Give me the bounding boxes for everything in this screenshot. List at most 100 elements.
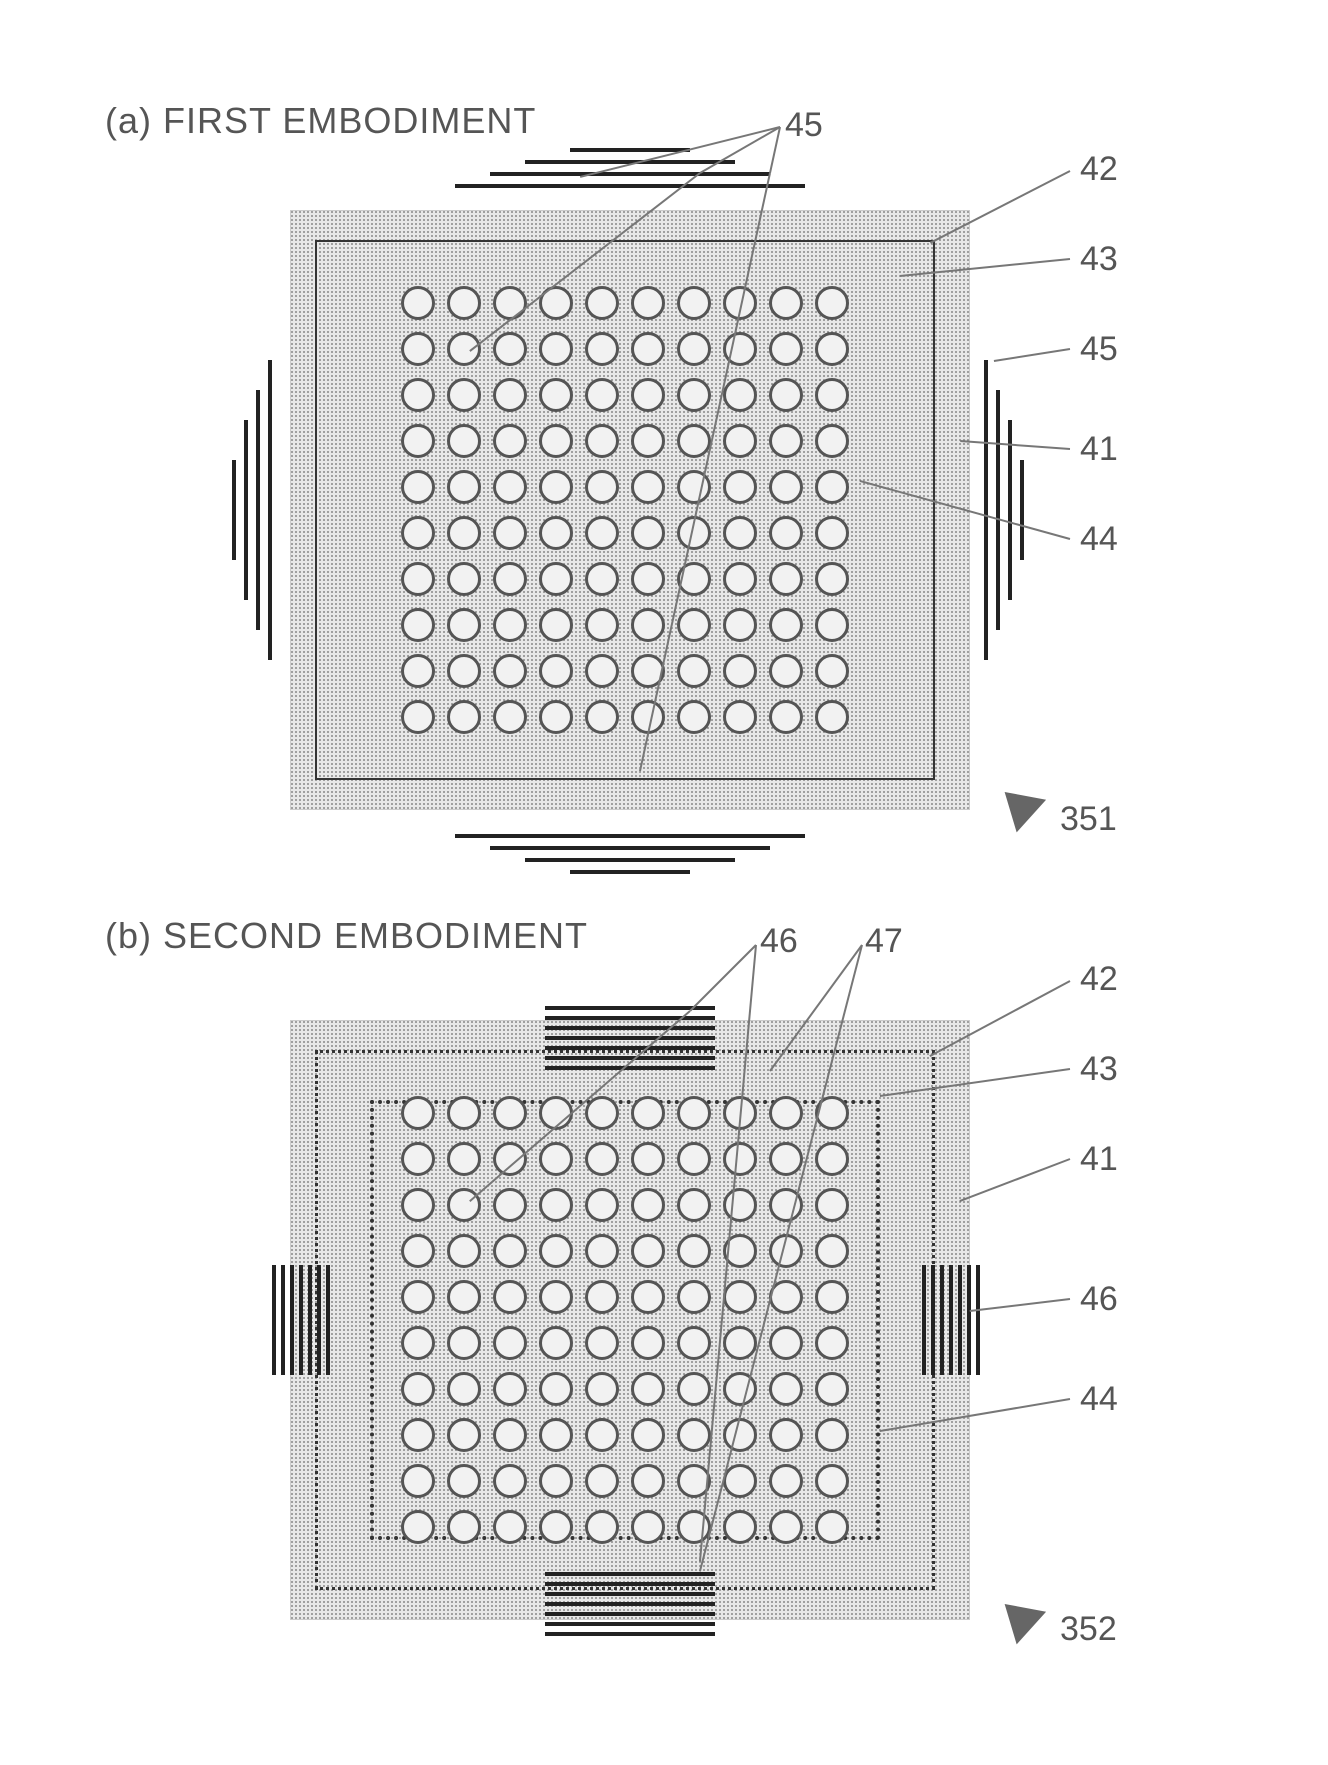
pinhole [631,378,665,412]
pinhole [401,1188,435,1222]
pinhole [493,1510,527,1544]
pinhole [815,1142,849,1176]
pinhole [815,654,849,688]
pinhole [585,1096,619,1130]
slit-left [317,1265,321,1375]
pinhole [677,1418,711,1452]
pinhole [677,1280,711,1314]
pinhole [769,1464,803,1498]
pinhole [585,1280,619,1314]
pinhole [493,1188,527,1222]
pinhole [585,1142,619,1176]
pinhole [401,1418,435,1452]
pinhole [723,700,757,734]
pinhole [815,1464,849,1498]
label-43: 43 [1080,1050,1118,1089]
label-46: 46 [1080,1280,1118,1319]
pinhole [769,332,803,366]
pinhole [401,1280,435,1314]
pinhole [769,516,803,550]
pinhole [447,562,481,596]
pinhole [585,516,619,550]
slit-top [545,1056,715,1060]
pinhole [447,424,481,458]
pinhole [401,332,435,366]
pinhole [401,424,435,458]
pinhole [585,378,619,412]
slit-right [931,1265,935,1375]
pinhole [677,1510,711,1544]
pinhole [769,424,803,458]
pinhole [493,562,527,596]
slit-top [545,1066,715,1070]
slit-bottom [490,846,770,850]
slit-bottom [545,1602,715,1606]
pinhole [769,654,803,688]
arrow-351 [990,776,1046,833]
pinhole [539,1372,573,1406]
slit-left [268,360,272,660]
pinhole [631,332,665,366]
pinhole [585,424,619,458]
pinhole [539,424,573,458]
pinhole [447,286,481,320]
pinhole [723,516,757,550]
pinhole [815,516,849,550]
slit-left [281,1265,285,1375]
pinhole [447,378,481,412]
slit-bottom [545,1632,715,1636]
pinhole [401,1510,435,1544]
slit-bottom [545,1612,715,1616]
pinhole [493,1326,527,1360]
pinhole [769,700,803,734]
pinhole [677,470,711,504]
slit-left [256,390,260,630]
pinhole [631,470,665,504]
pinhole [815,1326,849,1360]
pinhole [677,1188,711,1222]
pinhole [631,516,665,550]
pinhole [723,378,757,412]
slit-top [570,148,690,152]
pinhole [815,286,849,320]
slit-left [272,1265,276,1375]
slit-bottom [545,1572,715,1576]
pinhole [447,470,481,504]
leader-line [689,944,756,1011]
pinhole [401,1464,435,1498]
pinhole [493,1234,527,1268]
label-41: 41 [1080,430,1118,469]
leader-line [960,440,1070,450]
pinhole [539,332,573,366]
pinhole [769,1418,803,1452]
title-a: (a) FIRST EMBODIMENT [105,100,536,142]
slit-top [455,184,805,188]
pinhole [815,562,849,596]
pinhole [769,286,803,320]
pinhole [723,608,757,642]
pinhole [815,332,849,366]
label-47: 47 [865,922,903,961]
pinhole [723,1418,757,1452]
slit-bottom [570,870,690,874]
pinhole [631,424,665,458]
label-42: 42 [1080,150,1118,189]
slit-top [545,1026,715,1030]
slit-right [949,1265,953,1375]
label-44: 44 [1080,520,1118,559]
pinhole [493,470,527,504]
slit-left [326,1265,330,1375]
slit-right [922,1265,926,1375]
pinhole [815,700,849,734]
pinhole [585,470,619,504]
pinhole [585,1234,619,1268]
pinhole [401,608,435,642]
pinhole [723,654,757,688]
pinhole [585,608,619,642]
label-45: 45 [785,106,823,145]
pinhole [539,516,573,550]
pinhole [723,1280,757,1314]
pinhole [493,1142,527,1176]
pinhole [631,1418,665,1452]
slit-right [967,1265,971,1375]
